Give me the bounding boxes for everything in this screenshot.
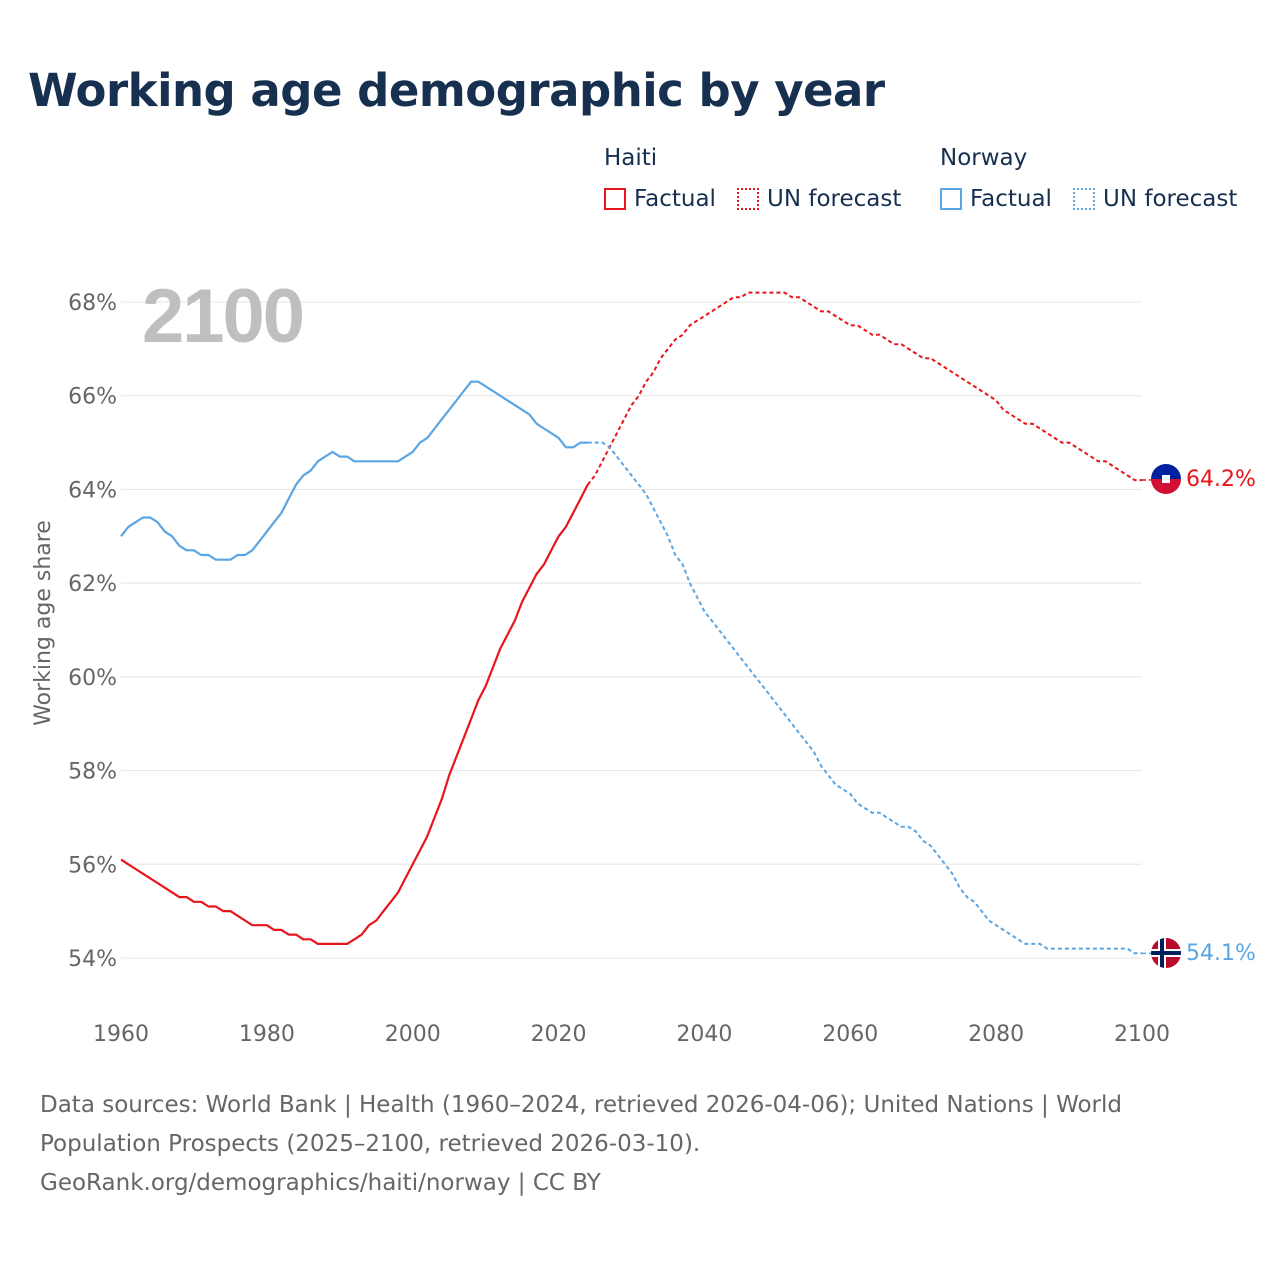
legend-haiti-forecast-label: UN forecast — [767, 186, 902, 212]
haiti-end-label: 64.2% — [1186, 467, 1256, 492]
legend-haiti-factual-swatch — [604, 188, 626, 210]
y-axis-ticks: 54% 56% 58% 60% 62% 64% 66% 68% — [68, 291, 117, 972]
legend-norway-label: Norway — [940, 145, 1028, 171]
y-tick-label: 56% — [68, 853, 117, 878]
legend-haiti-forecast[interactable]: UN forecast — [737, 186, 901, 212]
x-tick-label: 2060 — [822, 1022, 878, 1047]
x-tick-label: 1960 — [93, 1022, 149, 1047]
y-tick-label: 64% — [68, 478, 117, 503]
legend-haiti-label: Haiti — [604, 145, 658, 171]
legend-norway-forecast[interactable]: UN forecast — [1073, 186, 1237, 212]
y-tick-label: 68% — [68, 291, 117, 316]
norway-forecast-line — [587, 441, 1142, 955]
page-title: Working age demographic by year — [28, 64, 885, 117]
x-tick-label: 1980 — [239, 1022, 295, 1047]
chart: 2100 54% 56% 58% 60% 62% 64% 66% 68% 1960 1980 20… — [31, 274, 1256, 1047]
x-tick-label: 2080 — [968, 1022, 1024, 1047]
legend-haiti-factual-label: Factual — [634, 186, 716, 212]
y-axis-label: Working age share — [31, 520, 56, 726]
series-lines — [120, 291, 1152, 955]
x-tick-label: 2000 — [385, 1022, 441, 1047]
source-note: Data sources: World Bank | Health (1960–… — [40, 1086, 1240, 1203]
source-link[interactable]: GeoRank.org/demographics/haiti/norway | … — [40, 1170, 601, 1196]
y-tick-label: 62% — [68, 572, 117, 597]
haiti-flag-marker — [1151, 464, 1181, 494]
y-tick-label: 60% — [68, 666, 117, 691]
haiti-forecast-line — [586, 291, 1142, 486]
x-axis-ticks: 1960 1980 2000 2020 2040 2060 2080 2100 — [93, 1022, 1170, 1047]
legend-haiti-factual[interactable]: Factual — [604, 186, 716, 212]
legend-norway-forecast-swatch — [1073, 188, 1095, 210]
source-line-1: Data sources: World Bank | Health (1960–… — [40, 1092, 1122, 1118]
x-tick-label: 2040 — [676, 1022, 732, 1047]
x-tick-label: 2020 — [531, 1022, 587, 1047]
norway-end-label: 54.1% — [1186, 941, 1256, 966]
y-tick-label: 66% — [68, 385, 117, 410]
norway-factual-line — [120, 380, 588, 561]
y-tick-label: 58% — [68, 760, 117, 785]
legend-norway-factual-swatch — [940, 188, 962, 210]
gridlines — [121, 301, 1142, 959]
haiti-factual-line — [120, 484, 589, 945]
legend-norway-forecast-label: UN forecast — [1103, 186, 1238, 212]
legend-haiti-forecast-swatch — [737, 188, 759, 210]
x-tick-label: 2100 — [1114, 1022, 1170, 1047]
norway-flag-marker — [1151, 938, 1181, 968]
y-tick-label: 54% — [68, 947, 117, 972]
legend-norway-factual-label: Factual — [970, 186, 1052, 212]
source-line-2: Population Prospects (2025–2100, retriev… — [40, 1131, 701, 1157]
legend-norway-factual[interactable]: Factual — [940, 186, 1052, 212]
year-watermark: 2100 — [142, 274, 303, 359]
